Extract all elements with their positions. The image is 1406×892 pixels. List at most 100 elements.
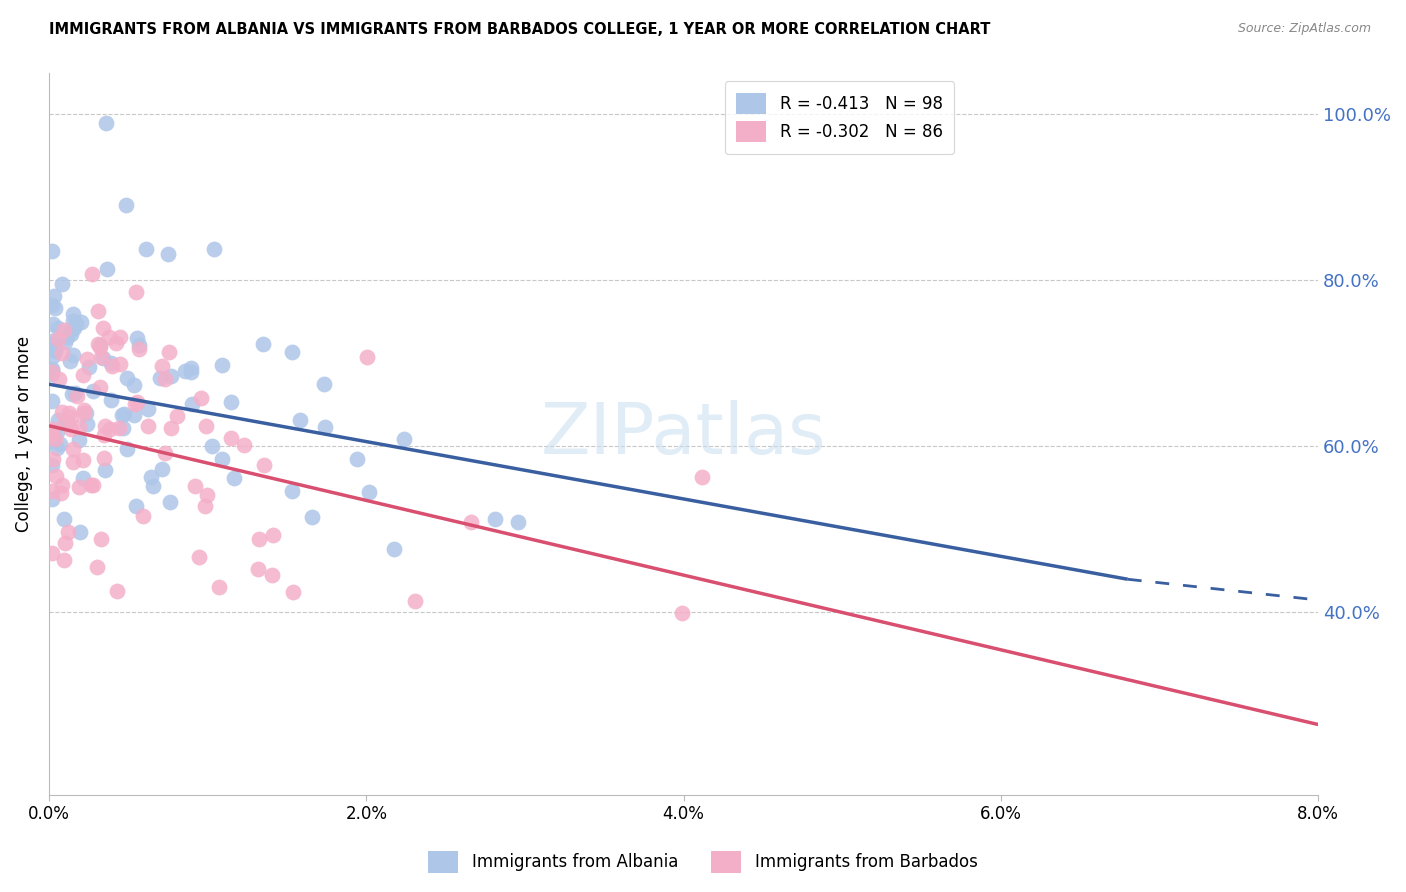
Point bbox=[247, 532, 270, 546]
Point bbox=[48, 372, 70, 386]
Point bbox=[281, 345, 304, 359]
Point bbox=[166, 409, 188, 423]
Point bbox=[211, 452, 233, 467]
Point bbox=[67, 480, 90, 494]
Point bbox=[357, 485, 380, 500]
Point bbox=[45, 441, 67, 455]
Point bbox=[41, 484, 63, 499]
Point bbox=[72, 453, 94, 467]
Point bbox=[67, 433, 90, 447]
Point bbox=[56, 414, 79, 428]
Point bbox=[53, 335, 76, 350]
Point bbox=[112, 421, 135, 435]
Point bbox=[41, 362, 63, 376]
Point bbox=[110, 357, 132, 371]
Point bbox=[194, 499, 217, 513]
Point bbox=[93, 462, 115, 476]
Point bbox=[142, 479, 165, 493]
Point bbox=[201, 439, 224, 453]
Y-axis label: College, 1 year or more: College, 1 year or more bbox=[15, 336, 32, 533]
Point bbox=[312, 377, 335, 392]
Point bbox=[46, 332, 69, 346]
Point bbox=[46, 425, 69, 439]
Point bbox=[41, 491, 63, 506]
Point bbox=[90, 350, 112, 364]
Point bbox=[69, 315, 91, 329]
Point bbox=[180, 397, 202, 411]
Point bbox=[222, 471, 245, 485]
Point bbox=[89, 340, 111, 354]
Point bbox=[60, 386, 83, 401]
Point bbox=[63, 321, 86, 335]
Point bbox=[80, 267, 103, 281]
Point bbox=[41, 434, 63, 448]
Point bbox=[60, 422, 83, 436]
Point bbox=[80, 478, 103, 492]
Point bbox=[211, 358, 233, 372]
Point bbox=[51, 346, 73, 360]
Point bbox=[69, 525, 91, 540]
Point bbox=[41, 431, 63, 445]
Point bbox=[262, 528, 284, 542]
Point bbox=[138, 401, 160, 416]
Point bbox=[91, 320, 114, 334]
Point bbox=[314, 420, 336, 434]
Point bbox=[232, 438, 254, 452]
Point bbox=[202, 242, 225, 256]
Point bbox=[100, 421, 122, 435]
Point bbox=[128, 337, 150, 351]
Point bbox=[56, 330, 79, 344]
Point bbox=[157, 247, 180, 261]
Point bbox=[44, 432, 66, 446]
Point bbox=[135, 242, 157, 256]
Point bbox=[42, 425, 65, 439]
Point bbox=[125, 395, 148, 409]
Point bbox=[41, 427, 63, 442]
Point bbox=[58, 406, 80, 420]
Point bbox=[89, 338, 111, 352]
Point bbox=[93, 351, 115, 365]
Point bbox=[96, 262, 118, 277]
Point bbox=[87, 337, 110, 351]
Point bbox=[283, 585, 305, 599]
Point bbox=[86, 560, 108, 574]
Point bbox=[42, 350, 65, 364]
Point bbox=[44, 342, 66, 356]
Point bbox=[53, 323, 76, 337]
Point bbox=[183, 479, 205, 493]
Point bbox=[42, 318, 65, 332]
Point bbox=[41, 337, 63, 351]
Point bbox=[690, 470, 713, 484]
Point bbox=[153, 446, 176, 460]
Point bbox=[46, 320, 69, 334]
Point bbox=[51, 277, 73, 291]
Point bbox=[122, 408, 145, 422]
Point bbox=[51, 405, 73, 419]
Point bbox=[150, 461, 173, 475]
Point bbox=[49, 486, 72, 500]
Point bbox=[105, 584, 128, 599]
Text: Source: ZipAtlas.com: Source: ZipAtlas.com bbox=[1237, 22, 1371, 36]
Point bbox=[42, 288, 65, 302]
Point bbox=[208, 580, 231, 594]
Point bbox=[41, 365, 63, 379]
Point bbox=[48, 413, 70, 427]
Point bbox=[53, 536, 76, 550]
Point bbox=[77, 359, 100, 374]
Point bbox=[72, 368, 94, 382]
Point bbox=[66, 389, 89, 403]
Point bbox=[253, 458, 276, 472]
Point bbox=[460, 515, 482, 529]
Point bbox=[219, 395, 242, 409]
Point bbox=[45, 468, 67, 483]
Legend: Immigrants from Albania, Immigrants from Barbados: Immigrants from Albania, Immigrants from… bbox=[422, 845, 984, 880]
Point bbox=[53, 511, 76, 525]
Point bbox=[72, 471, 94, 485]
Point bbox=[62, 307, 84, 321]
Point bbox=[301, 510, 323, 524]
Point bbox=[382, 541, 405, 556]
Point bbox=[62, 455, 84, 469]
Point bbox=[73, 406, 96, 420]
Point bbox=[111, 408, 134, 422]
Point bbox=[89, 379, 111, 393]
